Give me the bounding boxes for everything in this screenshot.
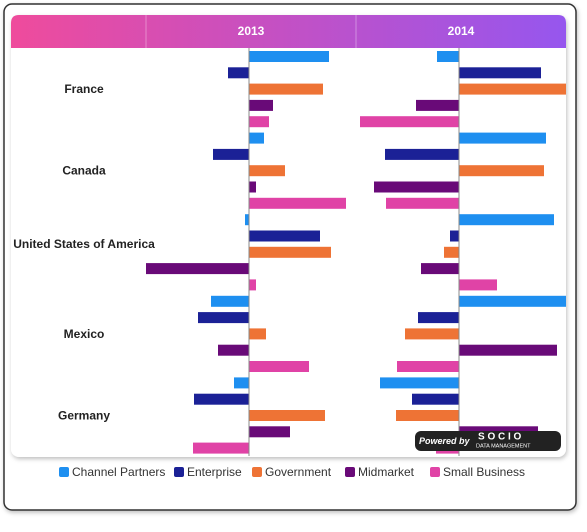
legend-label: Government [265,465,332,479]
bar [234,377,249,389]
category-label: Mexico [64,327,105,341]
bar [211,295,249,307]
legend-label: Small Business [443,465,525,479]
legend-label: Channel Partners [72,465,165,479]
bar [198,312,249,324]
category-label: Germany [58,408,110,422]
bar [194,393,249,405]
legend-swatch [252,467,262,477]
legend-swatch [345,467,355,477]
bar [249,279,256,291]
legend-label: Midmarket [358,465,415,479]
bar [249,246,331,258]
bar [249,230,320,242]
legend-swatch [430,467,440,477]
bar [249,181,256,193]
legend-swatch [174,467,184,477]
bar [245,214,249,226]
badge-brand: S O C I O [478,432,522,443]
bar [386,197,459,209]
bar [416,99,459,111]
bar [146,263,249,275]
bar [249,99,273,111]
bar [249,197,346,209]
bar [459,165,544,177]
bar [228,67,249,79]
bar [249,328,266,340]
bar [412,393,459,405]
bar [249,51,329,62]
bar [193,442,249,454]
bar [405,328,459,340]
bar [249,361,309,372]
bar [249,410,325,421]
bar [360,116,459,128]
bar [249,132,264,144]
header [11,15,566,48]
bar [421,263,459,275]
panel-title: 2013 [238,24,265,38]
legend-label: Enterprise [187,465,242,479]
bar [459,132,546,144]
bar [418,312,459,324]
bar [444,246,459,258]
category-label: France [64,82,104,96]
bar [459,67,541,79]
bar [459,295,566,307]
bar [450,230,459,242]
panel-title: 2014 [448,24,475,38]
bar [459,279,497,291]
badge-tagline: DATA MANAGEMENT [476,443,531,449]
bar [396,410,459,421]
legend-swatch [59,467,69,477]
badge: Powered by S O C I O DATA MANAGEMENT [415,431,561,451]
bar [249,83,323,95]
bar [459,83,566,95]
category-label: Canada [62,164,106,178]
bar [249,116,269,128]
bar [213,148,249,160]
bar [385,148,459,160]
bar [397,361,459,372]
badge-prefix: Powered by [419,436,471,446]
bar [459,214,554,226]
category-label: United States of America [13,237,155,251]
bar [380,377,459,389]
bar [249,426,290,438]
bar [459,344,557,356]
bar [249,165,285,177]
bar [374,181,459,193]
bar [218,344,249,356]
bar [437,51,459,62]
